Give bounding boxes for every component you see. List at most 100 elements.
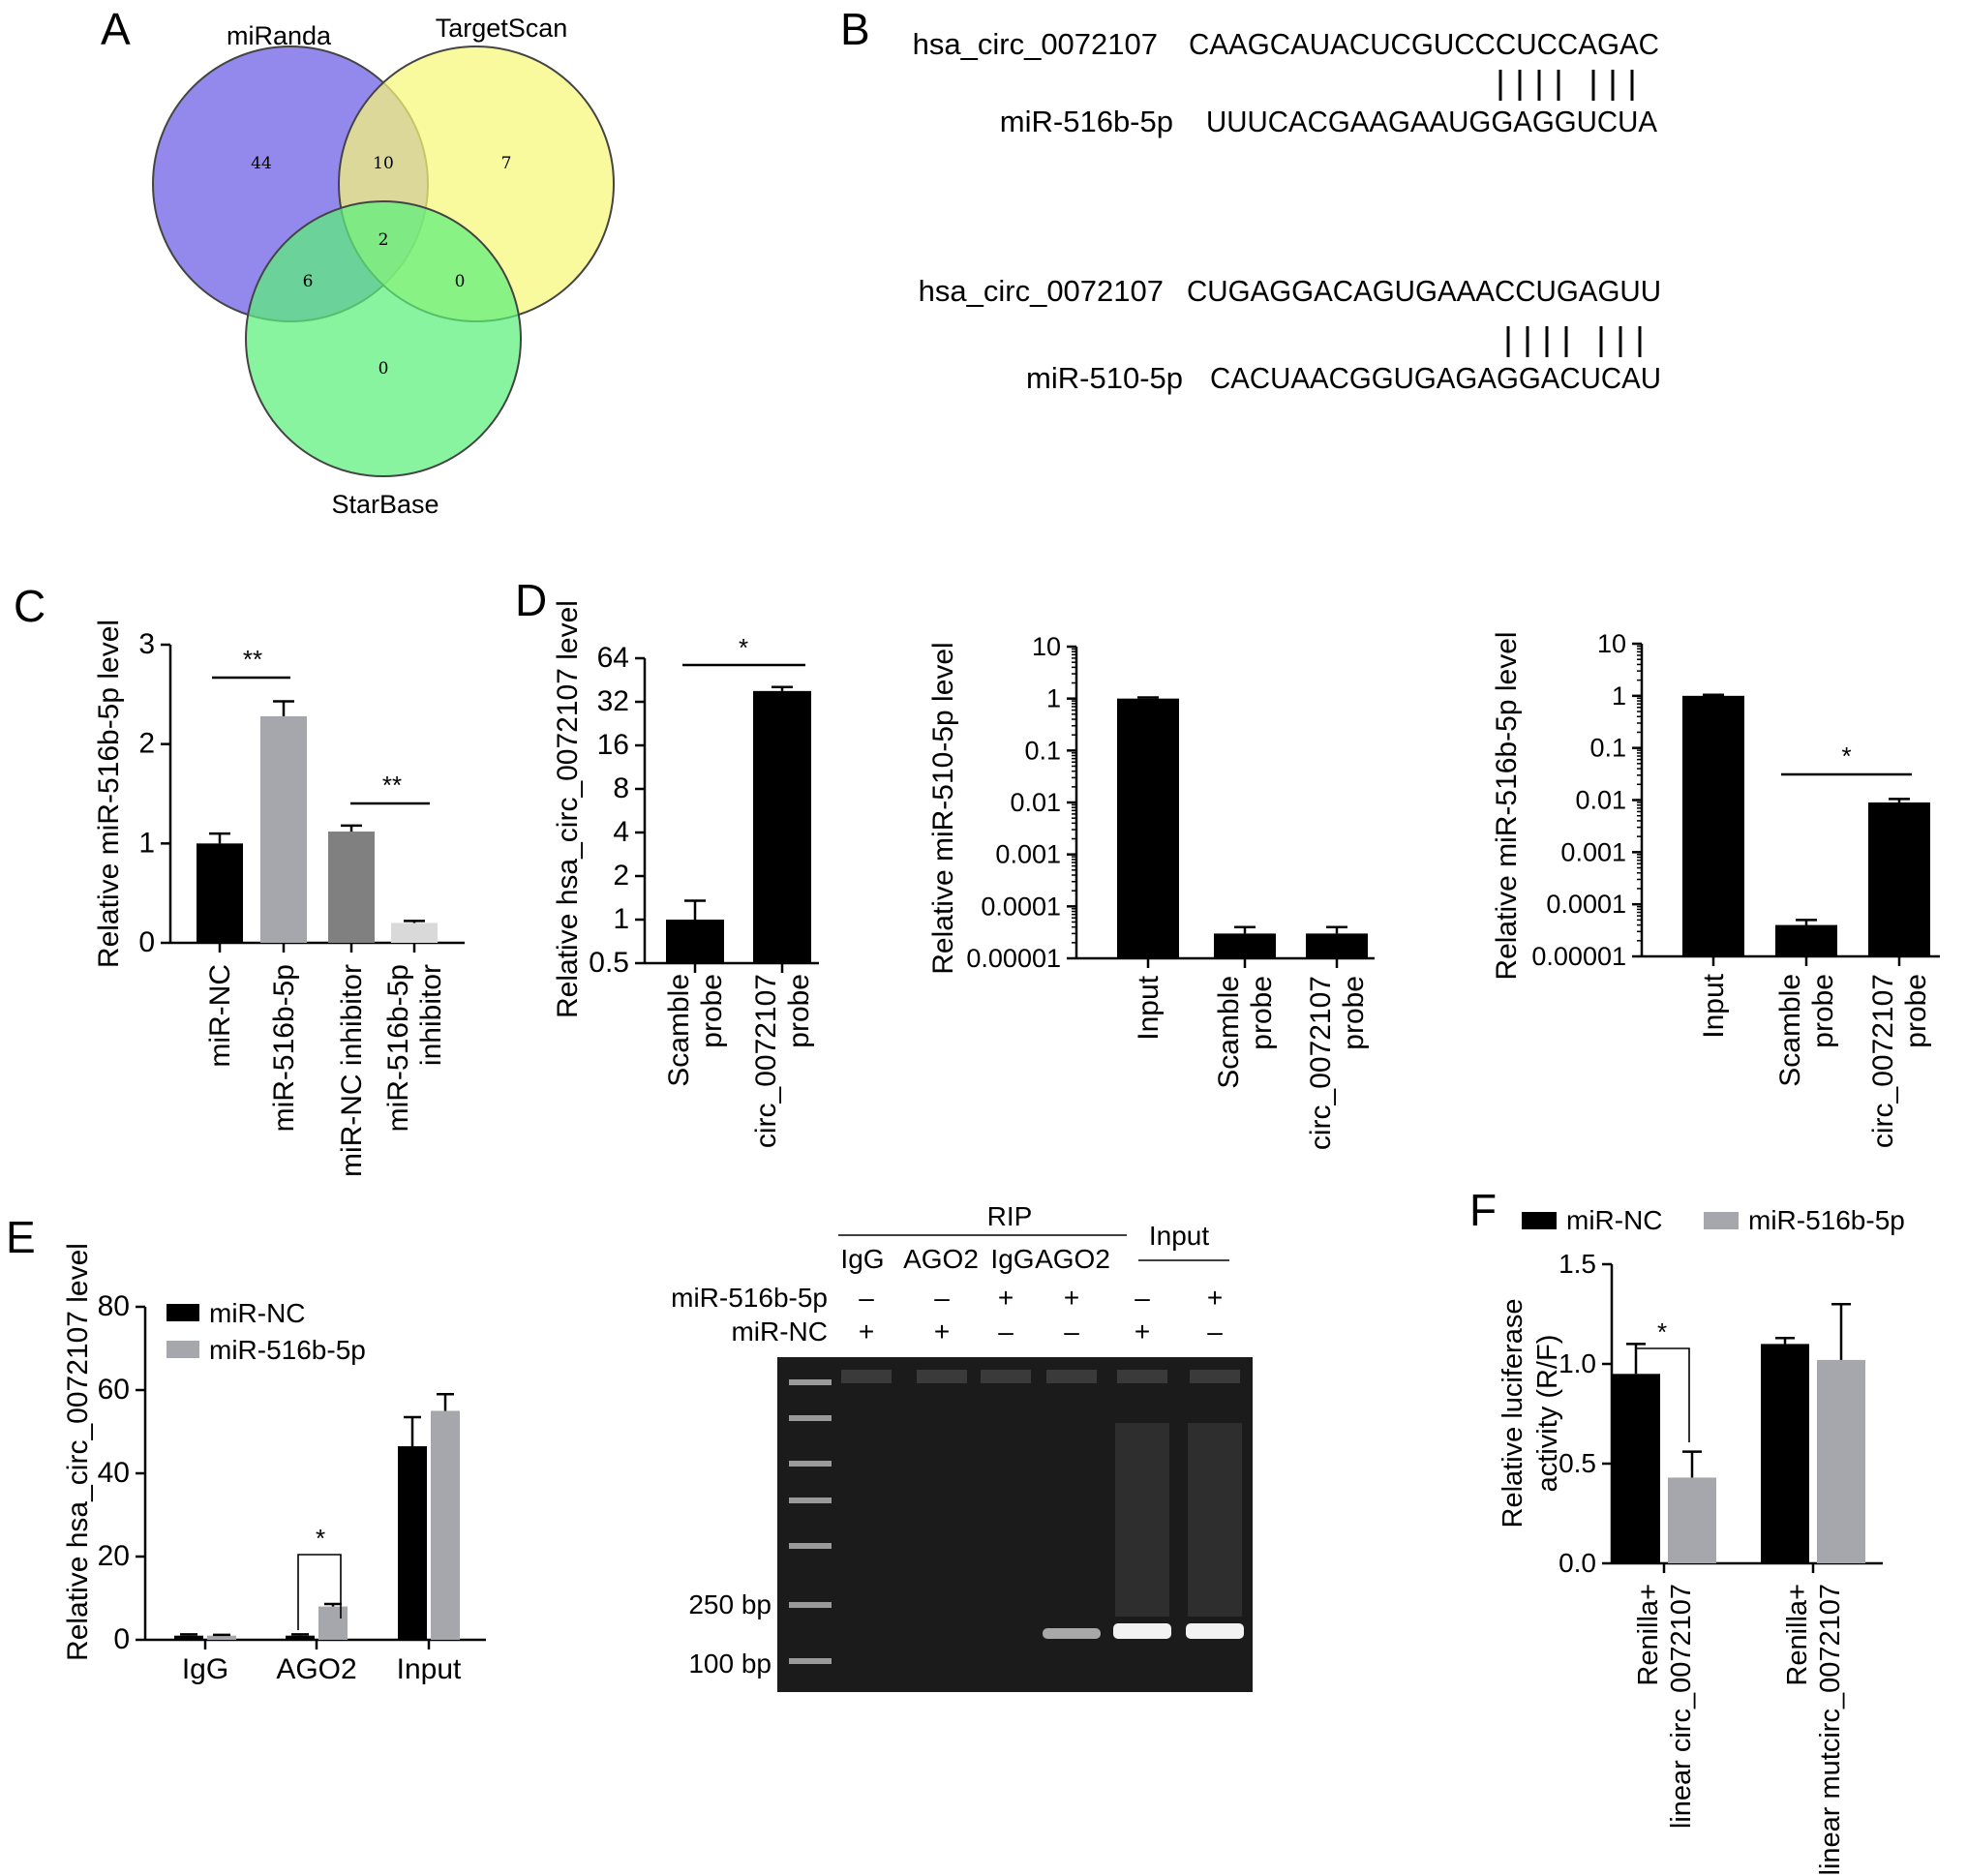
f-bar-mir-516b: [1668, 1477, 1716, 1563]
gel-image: [777, 1357, 1253, 1692]
gel-mirnc-sign: –: [1064, 1316, 1079, 1346]
venn-diagram: miRanda TargetScan StarBase 44 10 7 2 6 …: [152, 14, 615, 519]
f-x-label: linear circ_0072107: [1666, 1584, 1697, 1829]
e-bar-mir-nc: [174, 1635, 203, 1640]
chart-f: 0.0 0.5 1.0 1.5 Relative luciferase activity …: [1498, 1205, 1905, 1875]
d1-x-label: circ_0072107: [750, 974, 782, 1148]
e-bar-mir-nc: [286, 1635, 315, 1640]
e-y-axis-label: Relative hsa_circ_0072107 level: [62, 1243, 94, 1661]
venn-count-starbase-only: 0: [378, 359, 389, 378]
d3-y-tick-label: 0.00001: [1531, 942, 1626, 971]
gel-mir516b-sign: +: [1207, 1283, 1223, 1313]
gel-lane-label: IgG: [990, 1244, 1034, 1274]
venn-count-miranda-starbase: 6: [303, 272, 314, 291]
d2-y-tick-label: 0.001: [995, 840, 1061, 869]
e-legend-swatch: [166, 1341, 199, 1358]
d3-y-axis-label: Relative miR-516b-5p level: [1491, 631, 1523, 980]
venn-circle-starbase: [245, 200, 522, 477]
chart-d2: 0.00001 0.0001 0.001 0.01 0.1 1 10 Relative miR…: [927, 632, 1375, 1150]
d2-y-tick-label: 0.01: [1010, 788, 1061, 817]
d2-y-tick-label: 1: [1046, 684, 1061, 713]
d3-x-label: probe: [1807, 974, 1839, 1048]
venn-set-label-targetscan: TargetScan: [436, 14, 568, 43]
alignment-1-bonds: [1498, 70, 1634, 101]
c-y-axis-label: Relative miR-516b-5p level: [93, 620, 125, 968]
alignment-1-mir-seq: UUUCACGAAGAAUGGAGGUCUA: [1206, 105, 1657, 138]
d2-y-axis-label: Relative miR-510-5p level: [927, 642, 959, 974]
d1-x-label: probe: [783, 974, 815, 1048]
alignment-2-bonds: [1506, 326, 1642, 357]
c-significance-label: **: [382, 771, 402, 800]
gel-band: [1186, 1623, 1244, 1639]
venn-count-all-three: 2: [378, 230, 389, 250]
e-y-tick-label: 40: [98, 1457, 130, 1489]
gel-ladder-band: [789, 1658, 832, 1664]
d2-x-label: probe: [1338, 976, 1370, 1050]
gel-lane-label: IgG: [840, 1244, 884, 1274]
gel-well: [981, 1370, 1031, 1383]
d1-y-tick-label: 16: [597, 729, 629, 761]
gel-mir516b-sign: +: [1064, 1283, 1079, 1313]
d3-x-label: Input: [1698, 973, 1730, 1038]
d1-y-tick-label: 32: [597, 685, 629, 717]
c-x-label: inhibitor: [415, 964, 447, 1066]
alignment-2-mir-seq: CACUAACGGUGAGAGGACUCAU: [1210, 361, 1661, 395]
c-y-tick-label: 3: [138, 628, 155, 660]
gel-lane-label: AGO2: [903, 1244, 979, 1274]
d3-bar: [1775, 924, 1837, 956]
f-legend-swatch: [1704, 1212, 1739, 1229]
d1-y-axis-label: Relative hsa_circ_0072107 level: [552, 600, 584, 1018]
d2-x-label: circ_0072107: [1305, 976, 1337, 1150]
f-legend-label: miR-516b-5p: [1748, 1205, 1905, 1235]
c-x-label: miR-NC inhibitor: [336, 964, 368, 1177]
d3-x-label: Scamble: [1774, 974, 1806, 1087]
gel-band: [1043, 1628, 1101, 1639]
gel-band: [1113, 1623, 1171, 1639]
panel-label-e: E: [6, 1212, 36, 1262]
gel-well: [917, 1370, 967, 1383]
gel-ladder-band: [789, 1461, 832, 1467]
venn-count-miranda-only: 44: [251, 154, 272, 173]
d2-x-label: Scamble: [1213, 976, 1245, 1089]
d1-y-tick-label: 1: [613, 903, 629, 935]
d2-y-tick-label: 0.1: [1024, 736, 1061, 765]
d1-y-tick-label: 4: [613, 816, 629, 848]
chart-d1: 0.5 1 2 4 8 16 32 64 Relative hsa_circ_0072107 l…: [552, 600, 819, 1148]
gel-lane-label: AGO2: [1035, 1244, 1110, 1274]
e-significance-label: *: [316, 1524, 325, 1553]
d2-bar: [1117, 698, 1179, 958]
venn-set-label-miranda: miRanda: [227, 21, 332, 50]
venn-set-label-starbase: StarBase: [331, 490, 439, 519]
d2-y-tick-label: 0.00001: [966, 944, 1061, 973]
gel-row-label-mir516b: miR-516b-5p: [671, 1283, 828, 1313]
e-bar-mir-516b: [207, 1635, 236, 1640]
panel-label-b: B: [840, 4, 870, 54]
c-bar: [328, 832, 375, 943]
d1-bar: [753, 690, 811, 963]
alignment-2-mir-name: miR-510-5p: [1026, 361, 1183, 395]
d3-significance-label: *: [1841, 741, 1851, 771]
d2-x-label: probe: [1246, 976, 1278, 1050]
d3-x-label: probe: [1900, 974, 1932, 1048]
c-y-tick-label: 1: [138, 827, 155, 859]
gel-header-rip: RIP: [987, 1201, 1033, 1231]
c-bar: [197, 843, 243, 943]
c-x-label: miR-516b-5p: [382, 964, 414, 1132]
gel-smear: [1115, 1423, 1169, 1617]
f-y-tick-label: 0.5: [1558, 1448, 1596, 1478]
e-x-label: IgG: [182, 1653, 228, 1685]
e-bar-mir-516b: [318, 1606, 348, 1640]
f-x-label: Renilla+: [1633, 1584, 1664, 1686]
gel-marker-100: 100 bp: [688, 1649, 772, 1679]
f-legend-label: miR-NC: [1566, 1205, 1663, 1235]
alignment-1: hsa_circ_0072107 CAAGCAUACUCGUCCCUCCAGAC…: [913, 27, 1659, 138]
gel-mirnc-sign: +: [934, 1316, 950, 1346]
c-bar: [260, 715, 307, 943]
d1-y-tick-label: 64: [597, 642, 629, 674]
chart-c: 0 1 2 3 Relative miR-516b-5p level miR-NC miR-…: [93, 620, 465, 1177]
panel-label-a: A: [101, 4, 131, 54]
f-y-tick-label: 1.5: [1558, 1249, 1596, 1279]
f-x-label: Renilla+: [1782, 1584, 1813, 1686]
gel-well: [1117, 1370, 1167, 1383]
